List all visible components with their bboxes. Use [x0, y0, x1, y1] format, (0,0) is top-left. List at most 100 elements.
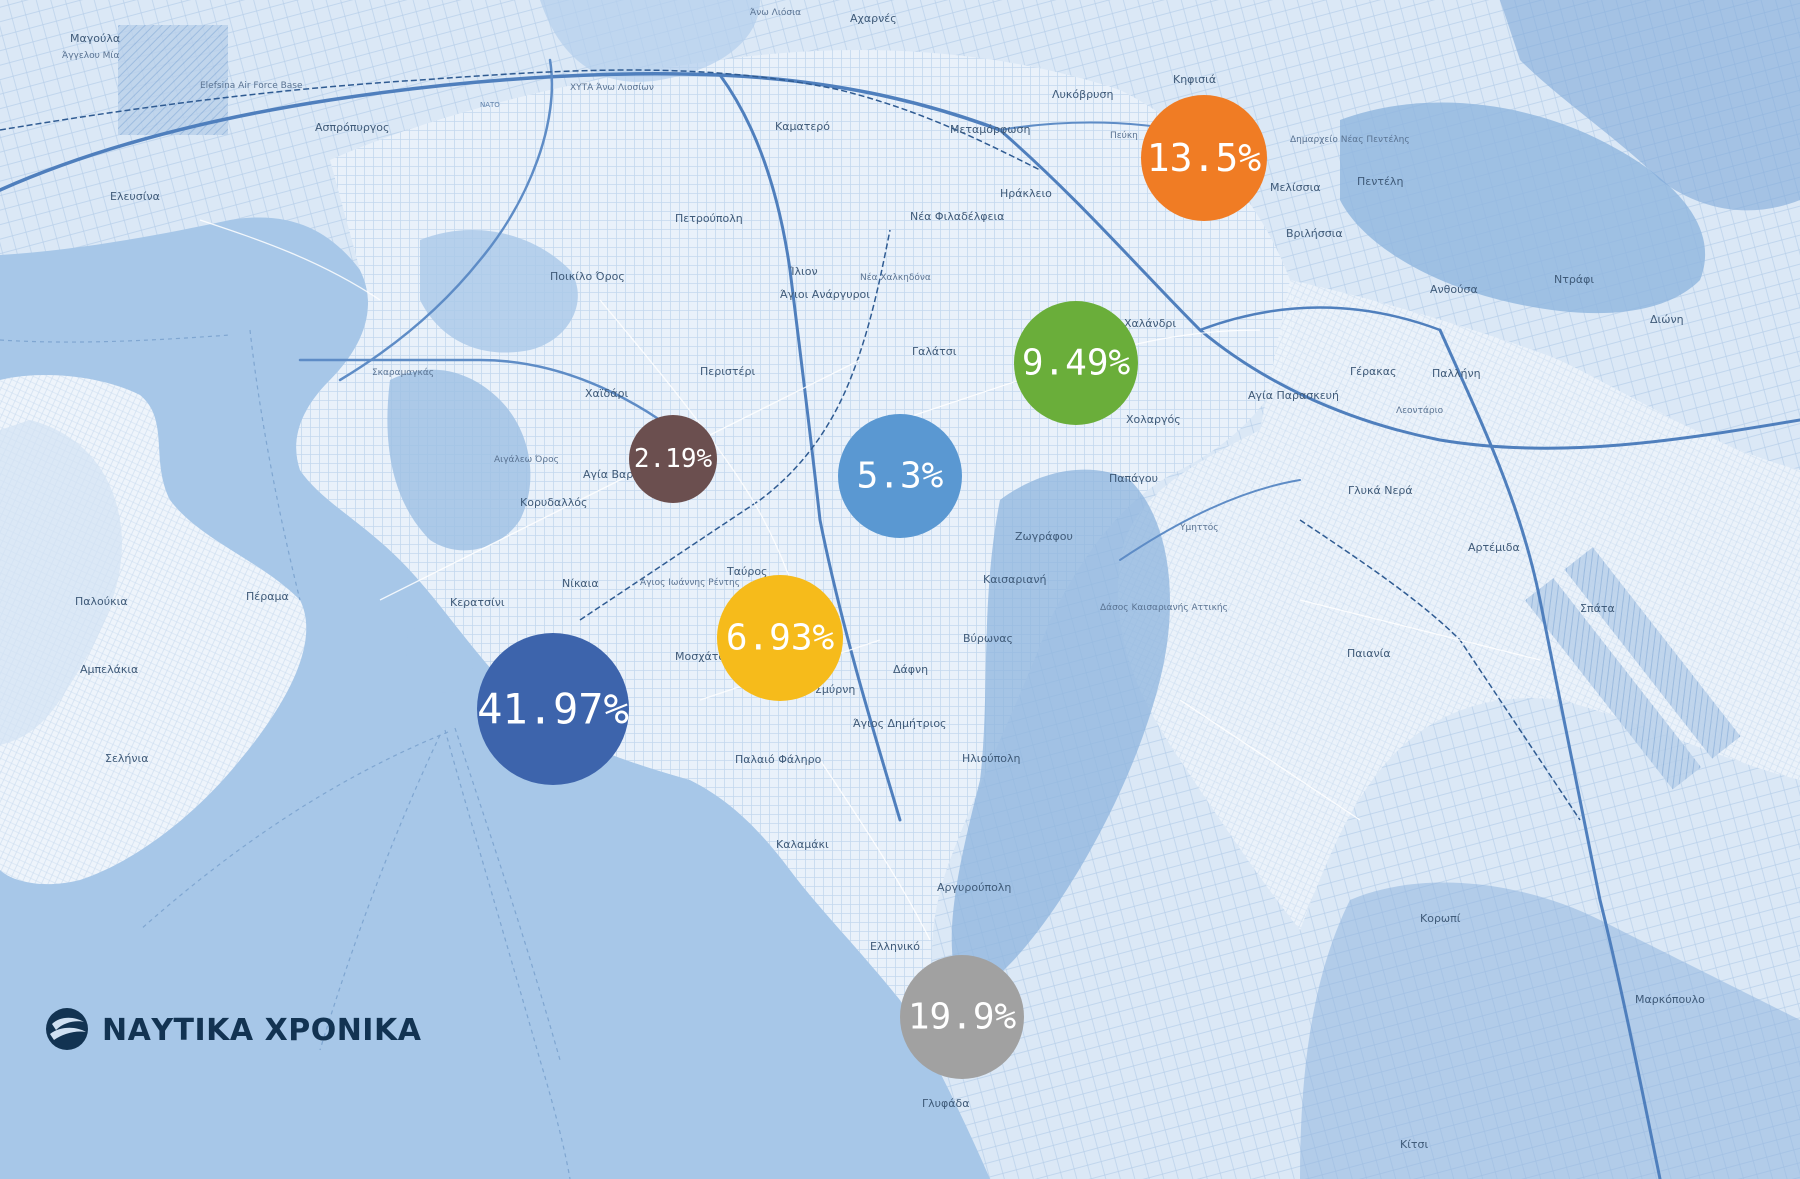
place-kitsi: Κίτσι — [1400, 1138, 1429, 1151]
place-arteia: Αρτέμιδα — [1468, 541, 1520, 554]
bubble-brown: 2.19% — [629, 415, 717, 503]
bubble-brown-label: 2.19% — [634, 444, 713, 474]
place-paloukia: Παλούκια — [75, 595, 128, 608]
bubble-green: 9.49% — [1014, 301, 1138, 425]
bubble-darkblue-circle — [477, 633, 629, 785]
place-papagou: Παπάγου — [1109, 472, 1158, 485]
place-dimarxeio: Δημαρχείο Νέας Πεντέλης — [1290, 134, 1410, 145]
place-markopoulo: Μαρκόπουλο — [1635, 993, 1705, 1006]
place-xyta: ΧΥΤΑ Άνω Λιοσίων — [570, 83, 654, 93]
place-irakleio: Ηράκλειο — [1000, 187, 1052, 200]
place-kamatero: Καματερό — [775, 120, 830, 133]
bubble-lightblue-label: 5.3% — [857, 456, 944, 497]
poikilo-mountain — [420, 230, 578, 353]
aigaleo-mountain — [387, 369, 531, 551]
place-gerakas: Γέρακας — [1350, 365, 1397, 378]
bubble-darkblue-label: 41.97% — [477, 685, 629, 734]
place-pallini: Παλλήνη — [1432, 367, 1481, 380]
place-acharnes: Αχαρνές — [850, 12, 897, 25]
place-petroupoli: Πετρούπολη — [675, 212, 743, 225]
place-glyfada: Γλυφάδα — [922, 1097, 970, 1110]
bubble-brown-circle — [629, 415, 717, 503]
parnitha-foothills — [540, 0, 760, 82]
mesogeia-area — [1118, 280, 1800, 930]
athens-airport — [1524, 547, 1741, 790]
brand-logo: ΝΑΥΤΙΚΑ ΧΡΟΝΙΚΑ — [46, 1008, 422, 1050]
place-aspropyrgos: Ασπρόπυργος — [315, 121, 390, 134]
place-perama: Πέραμα — [246, 590, 289, 603]
place-tavros: Ταύρος — [726, 565, 768, 578]
place-pefki: Πεύκη — [1110, 130, 1138, 141]
place-dafni: Δάφνη — [893, 663, 928, 676]
bubble-orange: 13.5% — [1141, 95, 1267, 221]
place-magoula: Μαγούλα — [70, 32, 120, 45]
penteli-mountain — [1340, 102, 1706, 314]
place-chalandri: Χαλάνδρι — [1124, 317, 1176, 330]
place-elefsina: Ελευσίνα — [110, 190, 160, 203]
ymittos-mountain — [951, 469, 1170, 992]
place-kaisariani-forest: Δάσος Καισαριανής Αττικής — [1100, 603, 1228, 613]
place-kaisariani: Καισαριανή — [983, 573, 1047, 586]
place-melissia: Μελίσσια — [1270, 181, 1321, 194]
bubble-yellow-label: 6.93% — [726, 618, 835, 659]
place-ilion: Ίλιον — [789, 265, 818, 278]
place-ntrafi: Ντράφι — [1554, 273, 1594, 286]
place-nea-chalkidona: Νέα Χαλκηδόνα — [860, 272, 931, 283]
place-cholargos: Χολαργός — [1126, 413, 1181, 426]
bubble-darkblue: 41.97% — [477, 633, 629, 785]
ship-wave-icon — [46, 1008, 88, 1050]
bubble-yellow: 6.93% — [717, 575, 843, 701]
place-kifisia: Κηφισιά — [1173, 73, 1216, 86]
brand-name: ΝΑΥΤΙΚΑ ΧΡΟΝΙΚΑ — [102, 1013, 422, 1048]
place-leontario: Λεοντάριο — [1396, 406, 1444, 416]
place-skaramangas: Σκαραμαγκάς — [372, 368, 434, 378]
place-vrilissia: Βριλήσσια — [1286, 227, 1343, 240]
bubble-grey-label: 19.9% — [908, 997, 1017, 1038]
place-labels: Μαγούλα Άγγελου Μία Ελευσίνα Ασπρόπυργος… — [62, 7, 1705, 1151]
salamina-interior — [0, 420, 122, 745]
place-dioni: Διώνη — [1650, 313, 1684, 326]
place-agios-ioannis-rentis: Άγιος Ιωάννης Ρέντης — [640, 577, 740, 588]
place-lykovrysi: Λυκόβρυση — [1052, 88, 1113, 101]
motorways — [0, 58, 1800, 1179]
place-metamorfosi: Μεταμόρφωση — [950, 123, 1030, 136]
bubble-lightblue: 5.3% — [838, 414, 962, 538]
northeast-forest — [1500, 0, 1800, 211]
bubble-yellow-circle — [717, 575, 843, 701]
bubble-green-label: 9.49% — [1022, 343, 1131, 384]
place-elefsina-base: Elefsina Air Force Base — [200, 81, 303, 91]
place-elliniko: Ελληνικό — [870, 940, 920, 953]
place-poikilo-oros: Ποικίλο Όρος — [550, 270, 625, 283]
place-paiania: Παιανία — [1347, 647, 1391, 660]
piraeus-port-water — [406, 626, 473, 693]
place-zografou: Ζωγράφου — [1015, 530, 1073, 543]
place-keratsini: Κερατσίνι — [450, 596, 505, 609]
place-spata: Σπάτα — [1580, 602, 1615, 615]
place-argyroupoli: Αργυρούπολη — [937, 881, 1011, 894]
place-koropi: Κορωπί — [1420, 912, 1461, 925]
place-ano-liosia: Άνω Λιόσια — [750, 7, 801, 18]
place-selinia: Σελήνια — [105, 752, 149, 765]
bubble-grey: 19.9% — [900, 955, 1024, 1079]
place-korydallos: Κορυδαλλός — [520, 496, 587, 509]
bubble-green-circle — [1014, 301, 1138, 425]
place-chaidari: Χαϊδάρι — [585, 387, 628, 400]
place-galatsi: Γαλάτσι — [912, 345, 957, 358]
place-vyronas: Βύρωνας — [963, 632, 1013, 645]
place-palaio-faliro: Παλαιό Φάληρο — [735, 753, 822, 766]
place-agios-dimitrios: Άγιος Δημήτριος — [853, 717, 947, 730]
place-moschato: Μοσχάτο — [675, 650, 725, 663]
place-ilioupoli: Ηλιούπολη — [962, 752, 1020, 765]
bubble-lightblue-circle — [838, 414, 962, 538]
bubble-grey-circle — [900, 955, 1024, 1079]
elefsina-airbase — [118, 25, 228, 135]
place-glyka-nera: Γλυκά Νερά — [1348, 484, 1413, 497]
bubble-orange-circle — [1141, 95, 1267, 221]
place-aigaleo-oros: Αιγάλεω Όρος — [494, 454, 559, 465]
shipping-lanes — [0, 329, 571, 1179]
place-ampelakia: Αμπελάκια — [80, 663, 138, 676]
place-penteli: Πεντέλη — [1357, 175, 1403, 188]
place-aggelou-mia: Άγγελου Μία — [62, 51, 119, 61]
place-nikaia: Νίκαια — [562, 577, 599, 590]
